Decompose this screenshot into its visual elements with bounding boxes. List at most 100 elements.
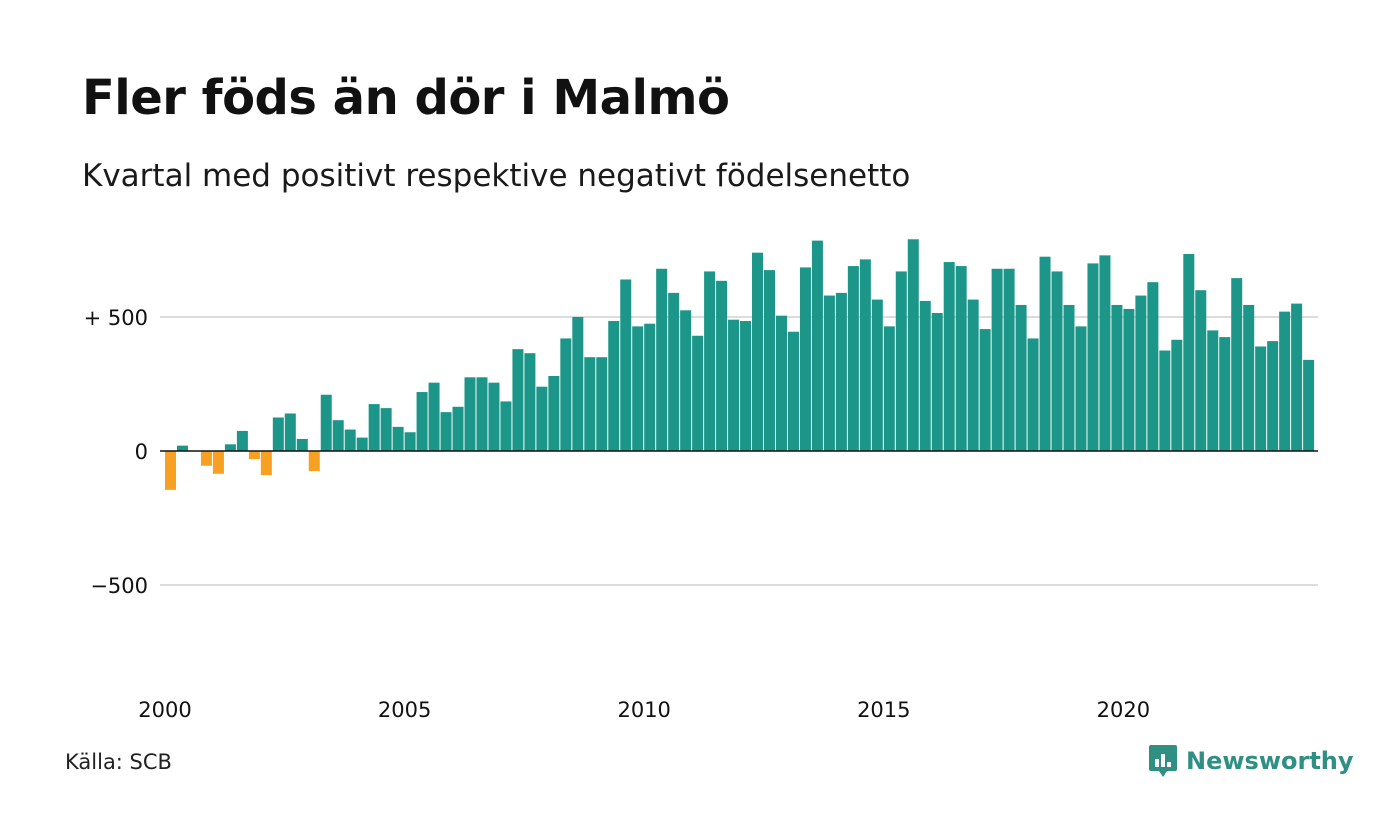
bar: [236, 430, 248, 451]
source-note: Källa: SCB: [65, 750, 172, 774]
bar: [692, 335, 704, 451]
bar: [344, 429, 356, 451]
bar: [560, 338, 572, 451]
bar: [356, 437, 368, 451]
bar: [799, 267, 811, 451]
bar: [811, 240, 823, 451]
bar: [1291, 303, 1303, 451]
bar: [1027, 338, 1039, 451]
bar: [1051, 271, 1063, 451]
bar: [284, 413, 296, 451]
bar: [1111, 304, 1123, 451]
bar: [1195, 290, 1207, 451]
bar: [1159, 350, 1171, 451]
bar: [1087, 263, 1099, 451]
x-tick-label: 2005: [378, 698, 431, 722]
bar: [1075, 326, 1087, 451]
y-tick-label: −500: [90, 574, 148, 598]
bar: [1279, 311, 1291, 451]
bar: [572, 317, 584, 451]
bar: [775, 315, 787, 451]
bar: [548, 375, 560, 451]
bar: [835, 292, 847, 451]
bar: [955, 266, 967, 451]
bar: [931, 312, 943, 451]
bar: [991, 268, 1003, 451]
bar: [332, 420, 344, 451]
brand-logo[interactable]: Newsworthy: [1148, 744, 1354, 778]
bar: [212, 451, 224, 474]
bar: [764, 270, 775, 451]
x-tick-label: 2015: [857, 698, 910, 722]
bar: [1003, 268, 1015, 451]
bar: [1231, 278, 1243, 451]
x-tick-label: 2020: [1097, 698, 1150, 722]
bar: [680, 310, 692, 451]
bar: [1303, 359, 1315, 451]
bar: [584, 357, 596, 451]
bar: [272, 417, 284, 451]
bar: [368, 404, 380, 451]
bar: [895, 271, 907, 451]
chart-title: Fler föds än dör i Malmö: [82, 70, 730, 126]
bar: [404, 432, 416, 451]
bar: [165, 451, 176, 490]
bar: [1219, 337, 1231, 451]
bar: [452, 406, 464, 451]
bar: [1039, 256, 1051, 451]
bar: [823, 295, 835, 451]
bar: [979, 329, 991, 451]
bar: [296, 438, 308, 451]
axes: + 500 0 −500 2000 2005 2010 2015 2020: [84, 306, 1318, 722]
bar: [428, 382, 440, 451]
y-tick-label: + 500: [84, 306, 148, 330]
bar: [1183, 254, 1195, 451]
bar: [752, 252, 764, 451]
bar: [943, 262, 955, 451]
bar: [859, 259, 871, 451]
bar: [668, 292, 680, 451]
bar: [883, 326, 895, 451]
bar: [919, 300, 931, 451]
brand-name: Newsworthy: [1186, 747, 1354, 775]
bar: [704, 271, 716, 451]
bar: [524, 353, 536, 451]
bar: [1099, 255, 1111, 451]
bar: [596, 357, 608, 451]
bar: [847, 266, 859, 451]
bar: [1135, 295, 1147, 451]
bar: [632, 326, 644, 451]
bar: [656, 268, 668, 451]
bar: [1171, 339, 1183, 451]
bar: [536, 386, 548, 451]
bar: [728, 319, 740, 451]
x-tick-label: 2010: [617, 698, 670, 722]
bar: [248, 451, 260, 460]
bar: [1207, 330, 1219, 451]
bar: [512, 349, 524, 451]
bar: [1063, 304, 1075, 451]
newsworthy-logo-icon: [1149, 745, 1177, 777]
bar: [1255, 346, 1267, 451]
bar: [476, 377, 488, 451]
bar: [176, 445, 188, 451]
bar: [224, 444, 236, 451]
bar: [716, 280, 728, 451]
bar: [871, 299, 883, 451]
chart-subtitle: Kvartal med positivt respektive negativt…: [82, 158, 911, 194]
y-tick-label: 0: [135, 440, 148, 464]
bar: [1267, 341, 1279, 451]
bar: [488, 382, 500, 451]
bar: [620, 279, 632, 451]
x-tick-label: 2000: [138, 698, 191, 722]
bar: [464, 377, 476, 451]
bar: [308, 451, 320, 472]
bar: [500, 401, 512, 451]
bar: [380, 408, 392, 451]
bar: [608, 321, 620, 451]
bar: [200, 451, 212, 466]
bar: [416, 392, 428, 451]
bar: [440, 412, 452, 451]
bar: [260, 451, 272, 476]
